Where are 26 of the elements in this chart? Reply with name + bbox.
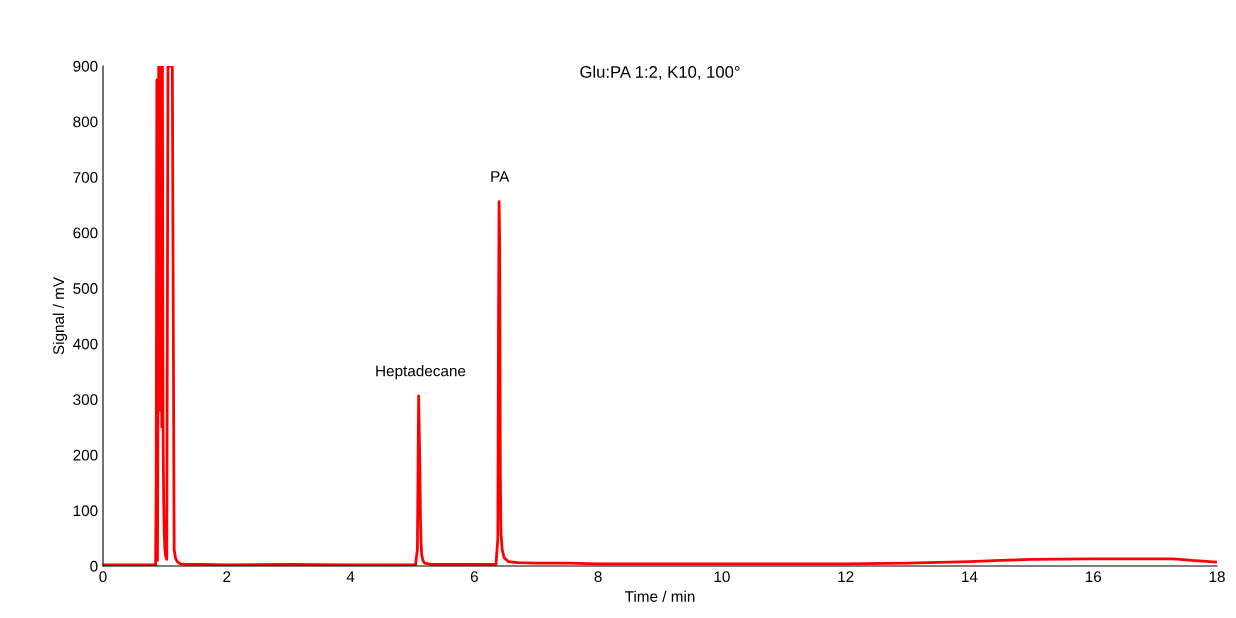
y-tick-label: 400 [73,338,98,350]
chart-title: Glu:PA 1:2, K10, 100° [580,65,740,80]
x-tick-label: 2 [223,571,231,582]
line-series [103,66,1217,566]
y-tick-label: 900 [73,60,98,72]
annotation: Heptadecane [376,365,466,380]
annotation: PA [491,171,510,182]
x-tick-label: 12 [838,571,854,582]
x-tick-label: 4 [346,571,355,582]
x-tick-label: 18 [1209,571,1225,583]
x-tick-label: 10 [714,571,730,583]
y-tick-label: 0 [90,560,98,572]
y-tick-label: 500 [73,283,98,294]
x-tick-label: 16 [1085,571,1102,583]
x-axis-title: Time / min [624,590,695,602]
y-tick-label: 700 [73,171,98,183]
x-tick-label: 8 [594,571,602,583]
y-tick-label: 600 [73,227,98,239]
y-tick-label: 800 [73,116,98,128]
x-tick-label: 14 [962,571,978,582]
y-tick-label: 300 [73,394,98,406]
y-axis-title: Signal / mV [52,277,68,355]
x-tick-label: 0 [99,571,107,583]
y-tick-label: 200 [73,449,98,461]
x-tick-label: 6 [470,571,478,583]
y-tick-label: 100 [73,505,98,517]
